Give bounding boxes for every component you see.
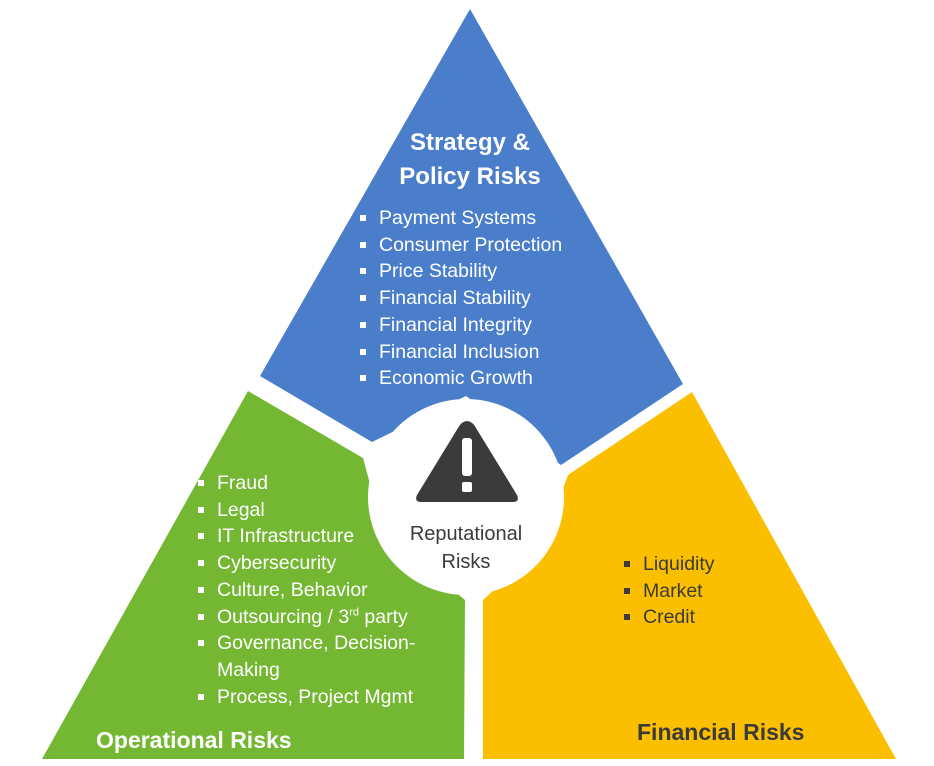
risk-item: Governance, Decision-Making [196,630,454,683]
risk-item: Financial Stability [358,285,562,312]
risk-item: Market [622,578,715,605]
strategy-risk-list: Payment Systems Consumer Protection Price … [358,205,562,392]
risk-item: Payment Systems [358,205,562,232]
financial-risk-list: Liquidity Market Credit [622,551,715,631]
risk-item: Financial Integrity [358,312,562,339]
risk-item: Legal [196,497,454,524]
risk-item: Price Stability [358,258,562,285]
risk-item: Liquidity [622,551,715,578]
risk-item: Outsourcing / 3rd party [196,604,454,631]
risk-item: Process, Project Mgmt [196,684,454,711]
risk-item: Cybersecurity [196,550,454,577]
warning-icon [416,421,518,502]
operational-title: Operational Risks [96,727,292,753]
risk-item: Fraud [196,470,454,497]
operational-segment [42,391,465,759]
operational-risk-list: Fraud Legal IT Infrastructure Cybersecurity… [196,470,454,710]
financial-segment [483,392,896,759]
risk-item: Economic Growth [358,365,562,392]
risk-item: Financial Inclusion [358,339,562,366]
risk-item: IT Infrastructure [196,523,454,550]
strategy-title: Strategy & Policy Risks [399,129,541,190]
risk-item: Culture, Behavior [196,577,454,604]
risk-item: Credit [622,604,715,631]
reputational-risks-label: Reputational Risks [409,523,523,573]
risk-item: Consumer Protection [358,232,562,259]
financial-title: Financial Risks [637,719,805,745]
